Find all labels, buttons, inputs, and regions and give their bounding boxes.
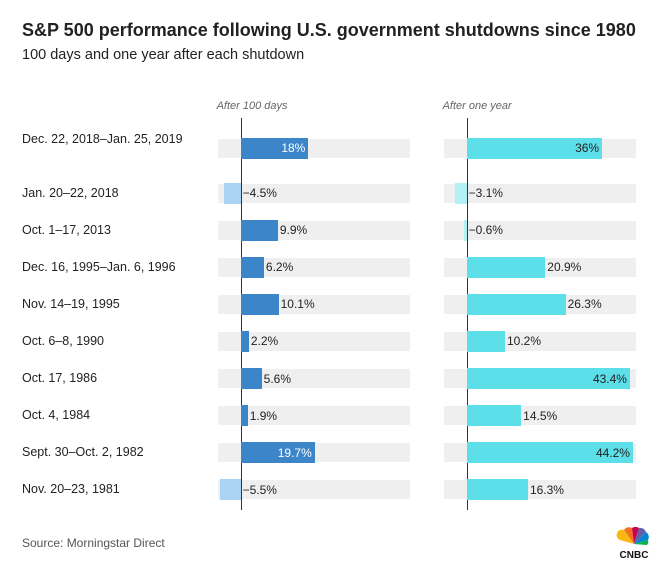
- value-label: 2.2%: [250, 334, 279, 349]
- category-label: Dec. 16, 1995–Jan. 6, 1996: [22, 259, 176, 274]
- value-label: −0.6%: [468, 223, 503, 238]
- bar: [454, 182, 467, 204]
- bar: [464, 219, 467, 241]
- logo-text: CNBC: [620, 550, 649, 561]
- value-label: −3.1%: [468, 186, 503, 200]
- value-label: 10.2%: [506, 334, 542, 349]
- value-label: 44.2%: [595, 445, 630, 460]
- category-label: Jan. 20–22, 2018: [22, 185, 119, 200]
- bar-background: [218, 480, 410, 500]
- bar-background: [218, 406, 410, 426]
- bar-background: [218, 257, 410, 277]
- value-label: 20.9%: [547, 260, 582, 275]
- value-label: 18%: [281, 141, 306, 155]
- bar: [240, 368, 262, 389]
- value-label: 43.4%: [592, 371, 627, 386]
- bar: [240, 405, 248, 427]
- value-label: 9.9%: [279, 223, 308, 238]
- value-label: 36%: [575, 141, 600, 155]
- logo: CNBC: [612, 522, 656, 567]
- value-label: 26.3%: [567, 297, 602, 312]
- bar: [240, 256, 264, 278]
- category-label: Nov. 14–19, 1995: [22, 296, 120, 311]
- bar: [466, 368, 630, 389]
- bar: [466, 479, 528, 501]
- category-label: Dec. 22, 2018–Jan. 25, 2019: [22, 132, 183, 146]
- value-label: 6.2%: [265, 260, 294, 275]
- bar: [240, 293, 279, 315]
- chart-subtitle: 100 days and one year after each shutdow…: [22, 47, 305, 63]
- value-label: 19.7%: [277, 445, 312, 460]
- bar: [466, 137, 603, 159]
- bar: [240, 330, 249, 352]
- bar-background: [444, 220, 636, 240]
- category-label: Oct. 1–17, 2013: [22, 222, 111, 237]
- bar-background: [218, 331, 410, 351]
- value-label: 16.3%: [529, 482, 564, 497]
- category-label: Oct. 17, 1986: [22, 371, 98, 385]
- logo-icon: CNBC: [616, 526, 649, 561]
- source: Source: Morningstar Direct: [22, 536, 165, 550]
- value-label: −5.5%: [242, 482, 277, 497]
- bar: [466, 256, 546, 278]
- bar: [240, 442, 315, 464]
- bar-background: [218, 183, 410, 203]
- value-label: −4.5%: [242, 186, 277, 200]
- chart-title: S&P 500 performance following U.S. gover…: [22, 20, 636, 40]
- bar: [466, 330, 505, 352]
- bar: [466, 293, 566, 315]
- category-label: Sept. 30–Oct. 2, 1982: [22, 445, 144, 460]
- bar-background: [218, 369, 410, 388]
- bar: [223, 182, 241, 204]
- bar: [219, 479, 241, 501]
- value-label: 5.6%: [263, 371, 292, 386]
- category-label: Nov. 20–23, 1981: [22, 482, 120, 497]
- value-label: 14.5%: [523, 408, 558, 423]
- bar: [466, 442, 633, 464]
- category-label: Oct. 6–8, 1990: [22, 333, 105, 348]
- panel-header: After 100 days: [216, 100, 288, 112]
- bar: [240, 219, 278, 241]
- value-label: 1.9%: [249, 408, 278, 423]
- bar: [466, 405, 522, 427]
- value-label: 10.1%: [280, 297, 315, 312]
- category-label: Oct. 4, 1984: [22, 408, 91, 423]
- bar: [240, 137, 309, 159]
- bar-background: [444, 183, 636, 203]
- panel-header: After one year: [442, 100, 512, 112]
